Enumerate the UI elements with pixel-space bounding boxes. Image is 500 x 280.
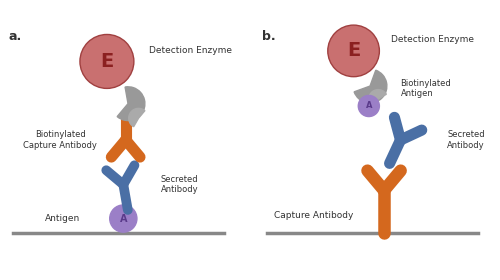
Circle shape <box>328 25 380 77</box>
Text: Biotinylated
Capture Antibody: Biotinylated Capture Antibody <box>23 130 97 150</box>
Text: Antigen: Antigen <box>44 214 80 223</box>
Circle shape <box>358 95 380 116</box>
Text: Secreted
Antibody: Secreted Antibody <box>448 130 485 150</box>
Text: A: A <box>120 214 127 223</box>
Wedge shape <box>354 70 387 103</box>
Text: Detection Enzyme: Detection Enzyme <box>391 35 474 44</box>
Text: E: E <box>100 52 114 71</box>
Wedge shape <box>117 87 145 120</box>
Wedge shape <box>128 108 145 127</box>
Text: A: A <box>366 101 372 111</box>
Text: Detection Enzyme: Detection Enzyme <box>149 46 232 55</box>
Text: Secreted
Antibody: Secreted Antibody <box>161 175 198 194</box>
Text: a.: a. <box>8 30 22 43</box>
Circle shape <box>80 34 134 88</box>
Text: Capture Antibody: Capture Antibody <box>274 211 353 220</box>
Text: b.: b. <box>262 30 276 43</box>
Wedge shape <box>369 90 386 105</box>
Text: E: E <box>347 41 360 60</box>
Circle shape <box>110 205 137 232</box>
Text: Biotinylated
Antigen: Biotinylated Antigen <box>400 79 451 98</box>
